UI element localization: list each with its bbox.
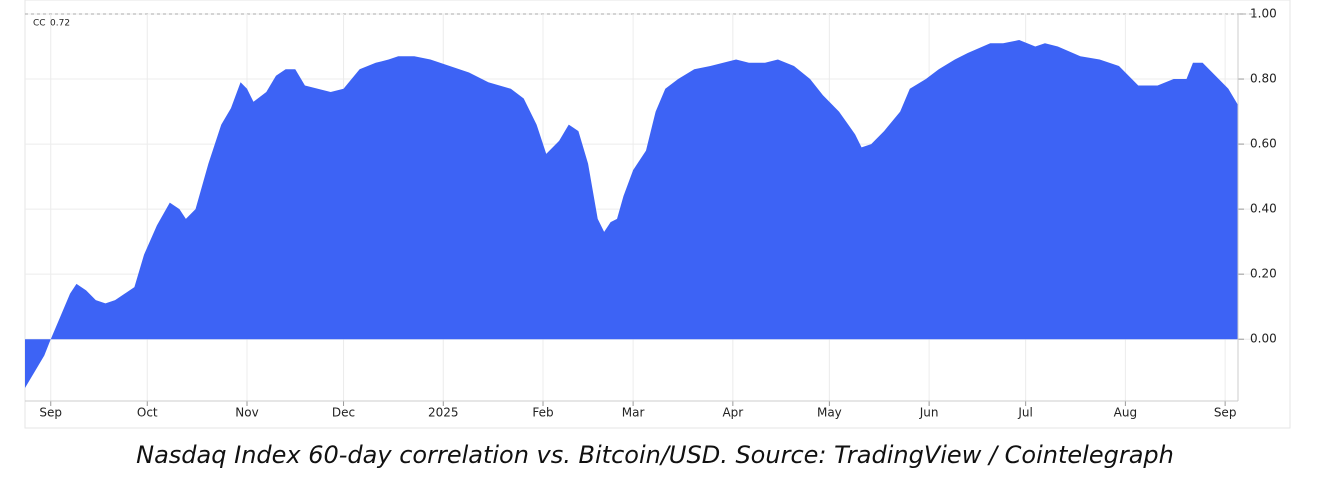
x-tick-label: Dec [332, 406, 355, 420]
y-tick-label: 0.00 [1250, 332, 1277, 346]
x-tick-label: Nov [235, 406, 258, 420]
x-tick-label: Jul [1017, 406, 1032, 420]
area [25, 40, 1238, 388]
x-tick-label: Jun [919, 406, 939, 420]
x-tick-label: May [817, 406, 842, 420]
legend-value: 0.72 [50, 19, 70, 29]
x-tick-label: Sep [1214, 406, 1237, 420]
legend-name: CC [33, 19, 46, 29]
x-tick-label: Mar [622, 406, 645, 420]
y-tick-label: 0.20 [1250, 267, 1277, 281]
y-tick-label: 0.60 [1250, 137, 1277, 151]
x-tick-label: 2025 [428, 406, 459, 420]
y-tick-label: 0.40 [1250, 202, 1277, 216]
x-tick-label: Aug [1114, 406, 1137, 420]
x-tick-label: Feb [532, 406, 553, 420]
x-tick-label: Apr [722, 406, 743, 420]
caption: Nasdaq Index 60-day correlation vs. Bitc… [136, 441, 1174, 469]
y-tick-label: 1.00 [1250, 7, 1277, 21]
y-tick-label: 0.80 [1250, 72, 1277, 86]
x-tick-label: Sep [39, 406, 62, 420]
x-tick-label: Oct [137, 406, 158, 420]
